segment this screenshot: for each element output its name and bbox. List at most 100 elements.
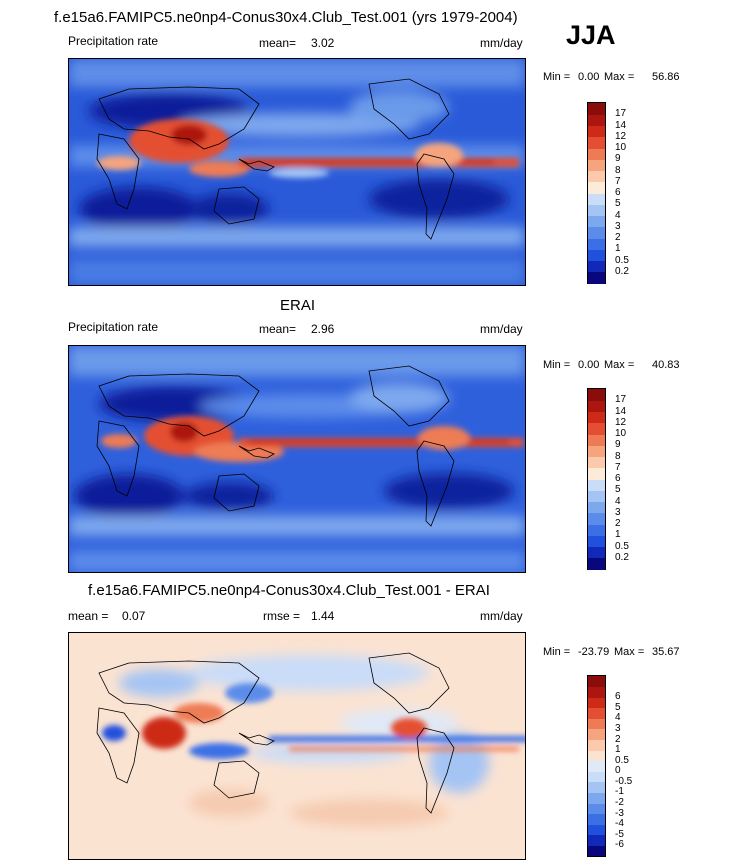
panel3-rmse-value: 1.44 <box>311 609 335 623</box>
colorbar-tick-label: 1 <box>615 243 621 255</box>
colorbar-tick-label: 1 <box>615 744 621 756</box>
colorbar-box <box>588 557 605 570</box>
colorbar-tick-label: 6 <box>615 473 621 484</box>
colorbar-box <box>588 845 605 857</box>
panel3-coastlines <box>96 652 455 814</box>
panel3-map-svg <box>69 633 525 859</box>
colorbar-tick-label: 2 <box>615 232 621 243</box>
panel1-map-svg <box>69 59 525 285</box>
panel1-variable-label: Precipitation rate <box>68 34 159 48</box>
panel2-min-label: Min = <box>543 359 571 371</box>
colorbar-box <box>588 686 605 698</box>
colorbar-tick-label: 5 <box>615 484 621 496</box>
colorbar-tick-label: 5 <box>615 198 621 210</box>
panel1-min-value: 0.00 <box>578 71 600 83</box>
colorbar-tick-label: 0.5 <box>615 754 629 766</box>
panel3-max-value: 35.67 <box>652 646 680 658</box>
colorbar-tick-label: 4 <box>615 495 621 507</box>
colorbar-box <box>588 707 605 719</box>
colorbar-tick-label: -3 <box>615 807 624 819</box>
colorbar-box <box>588 193 605 205</box>
panel3-mean-label: mean = <box>68 609 109 623</box>
colorbar-box <box>588 467 605 480</box>
panel2-variable-label: Precipitation rate <box>68 320 159 334</box>
panel1-mean-label: mean= <box>259 36 297 50</box>
colorbar-box <box>588 226 605 239</box>
colorbar-box <box>588 148 605 160</box>
colorbar-tick-label: 3 <box>615 722 621 734</box>
panel3-rmse-label: rmse = <box>263 609 301 623</box>
colorbar-tick-label: 6 <box>615 691 621 703</box>
colorbar-box <box>588 728 605 741</box>
colorbar-tick-label: 17 <box>615 394 627 406</box>
colorbar-box <box>588 181 605 194</box>
colorbar-box <box>588 215 605 228</box>
colorbar-tick-label: 7 <box>615 461 621 473</box>
colorbar-box <box>588 204 605 216</box>
colorbar-tick-label: 0 <box>615 765 621 777</box>
colorbar-tick-label: 5 <box>615 701 621 713</box>
colorbar-tick-label: 0.2 <box>615 265 629 277</box>
colorbar-box <box>588 739 605 751</box>
colorbar-box <box>588 136 605 149</box>
panel3-max-label: Max = <box>614 646 645 658</box>
colorbar-tick-label: 2 <box>615 733 621 745</box>
panel1-min-label: Min = <box>543 71 571 83</box>
map-background <box>69 346 525 572</box>
colorbar-box <box>588 718 605 730</box>
colorbar-box <box>588 697 605 709</box>
colorbar-tick-label: -4 <box>615 818 624 830</box>
colorbar-tick-label: 0.5 <box>615 254 629 266</box>
colorbar-box <box>588 546 605 559</box>
colorbar-tick-label: 2 <box>615 518 621 529</box>
colorbar-tick-label: -0.5 <box>615 775 633 787</box>
colorbar-tick-label: 17 <box>615 108 627 120</box>
colorbar-tick-label: -6 <box>615 839 624 851</box>
colorbar-tick-label: 0.2 <box>615 551 629 563</box>
colorbar-box <box>588 803 605 815</box>
colorbar-box <box>588 170 605 183</box>
panel2-mean-value: 2.96 <box>311 322 335 336</box>
colorbar-box <box>588 445 605 457</box>
colorbar-tick-label: 3 <box>615 220 621 232</box>
panel1-max-label: Max = <box>604 71 635 83</box>
colorbar-tick-label: 12 <box>615 130 627 142</box>
panel1-colorbar <box>587 102 606 284</box>
colorbar-tick-label: 3 <box>615 506 621 518</box>
colorbar-tick-label: 10 <box>615 428 627 439</box>
colorbar-tick-label: 12 <box>615 416 627 428</box>
colorbar-box <box>588 834 605 846</box>
colorbar-box <box>588 479 605 491</box>
panel2-max-value: 40.83 <box>652 359 680 371</box>
panel3-title: f.e15a6.FAMIPC5.ne0np4-Conus30x4.Club_Te… <box>88 582 490 599</box>
colorbar-tick-label: 14 <box>615 119 627 131</box>
panel2-precip-map <box>68 345 526 573</box>
colorbar-tick-label: -2 <box>615 797 624 809</box>
colorbar-tick-label: 10 <box>615 142 627 153</box>
colorbar-box <box>588 456 605 469</box>
colorbar-box <box>588 249 605 261</box>
panel2-min-value: 0.00 <box>578 359 600 371</box>
colorbar-tick-label: 0.5 <box>615 540 629 552</box>
colorbar-box <box>588 824 605 836</box>
colorbar-box <box>588 411 605 424</box>
colorbar-box <box>588 490 605 502</box>
colorbar-box <box>588 260 605 273</box>
colorbar-box <box>588 813 605 825</box>
colorbar-box <box>588 792 605 804</box>
colorbar-box <box>588 676 605 688</box>
colorbar-box <box>588 125 605 138</box>
colorbar-box <box>588 114 605 126</box>
panel2-max-label: Max = <box>604 359 635 371</box>
colorbar-tick-label: 9 <box>615 153 621 165</box>
colorbar-tick-label: -5 <box>615 828 624 840</box>
colorbar-tick-label: 7 <box>615 175 621 187</box>
colorbar-tick-label: 6 <box>615 187 621 198</box>
panel2-coastlines <box>96 365 455 527</box>
colorbar-tick-label: 8 <box>615 164 621 176</box>
colorbar-box <box>588 434 605 446</box>
colorbar-box <box>588 271 605 284</box>
panel1-mean-value: 3.02 <box>311 36 335 50</box>
colorbar-box <box>588 760 605 772</box>
panel1-coastlines <box>96 78 455 240</box>
